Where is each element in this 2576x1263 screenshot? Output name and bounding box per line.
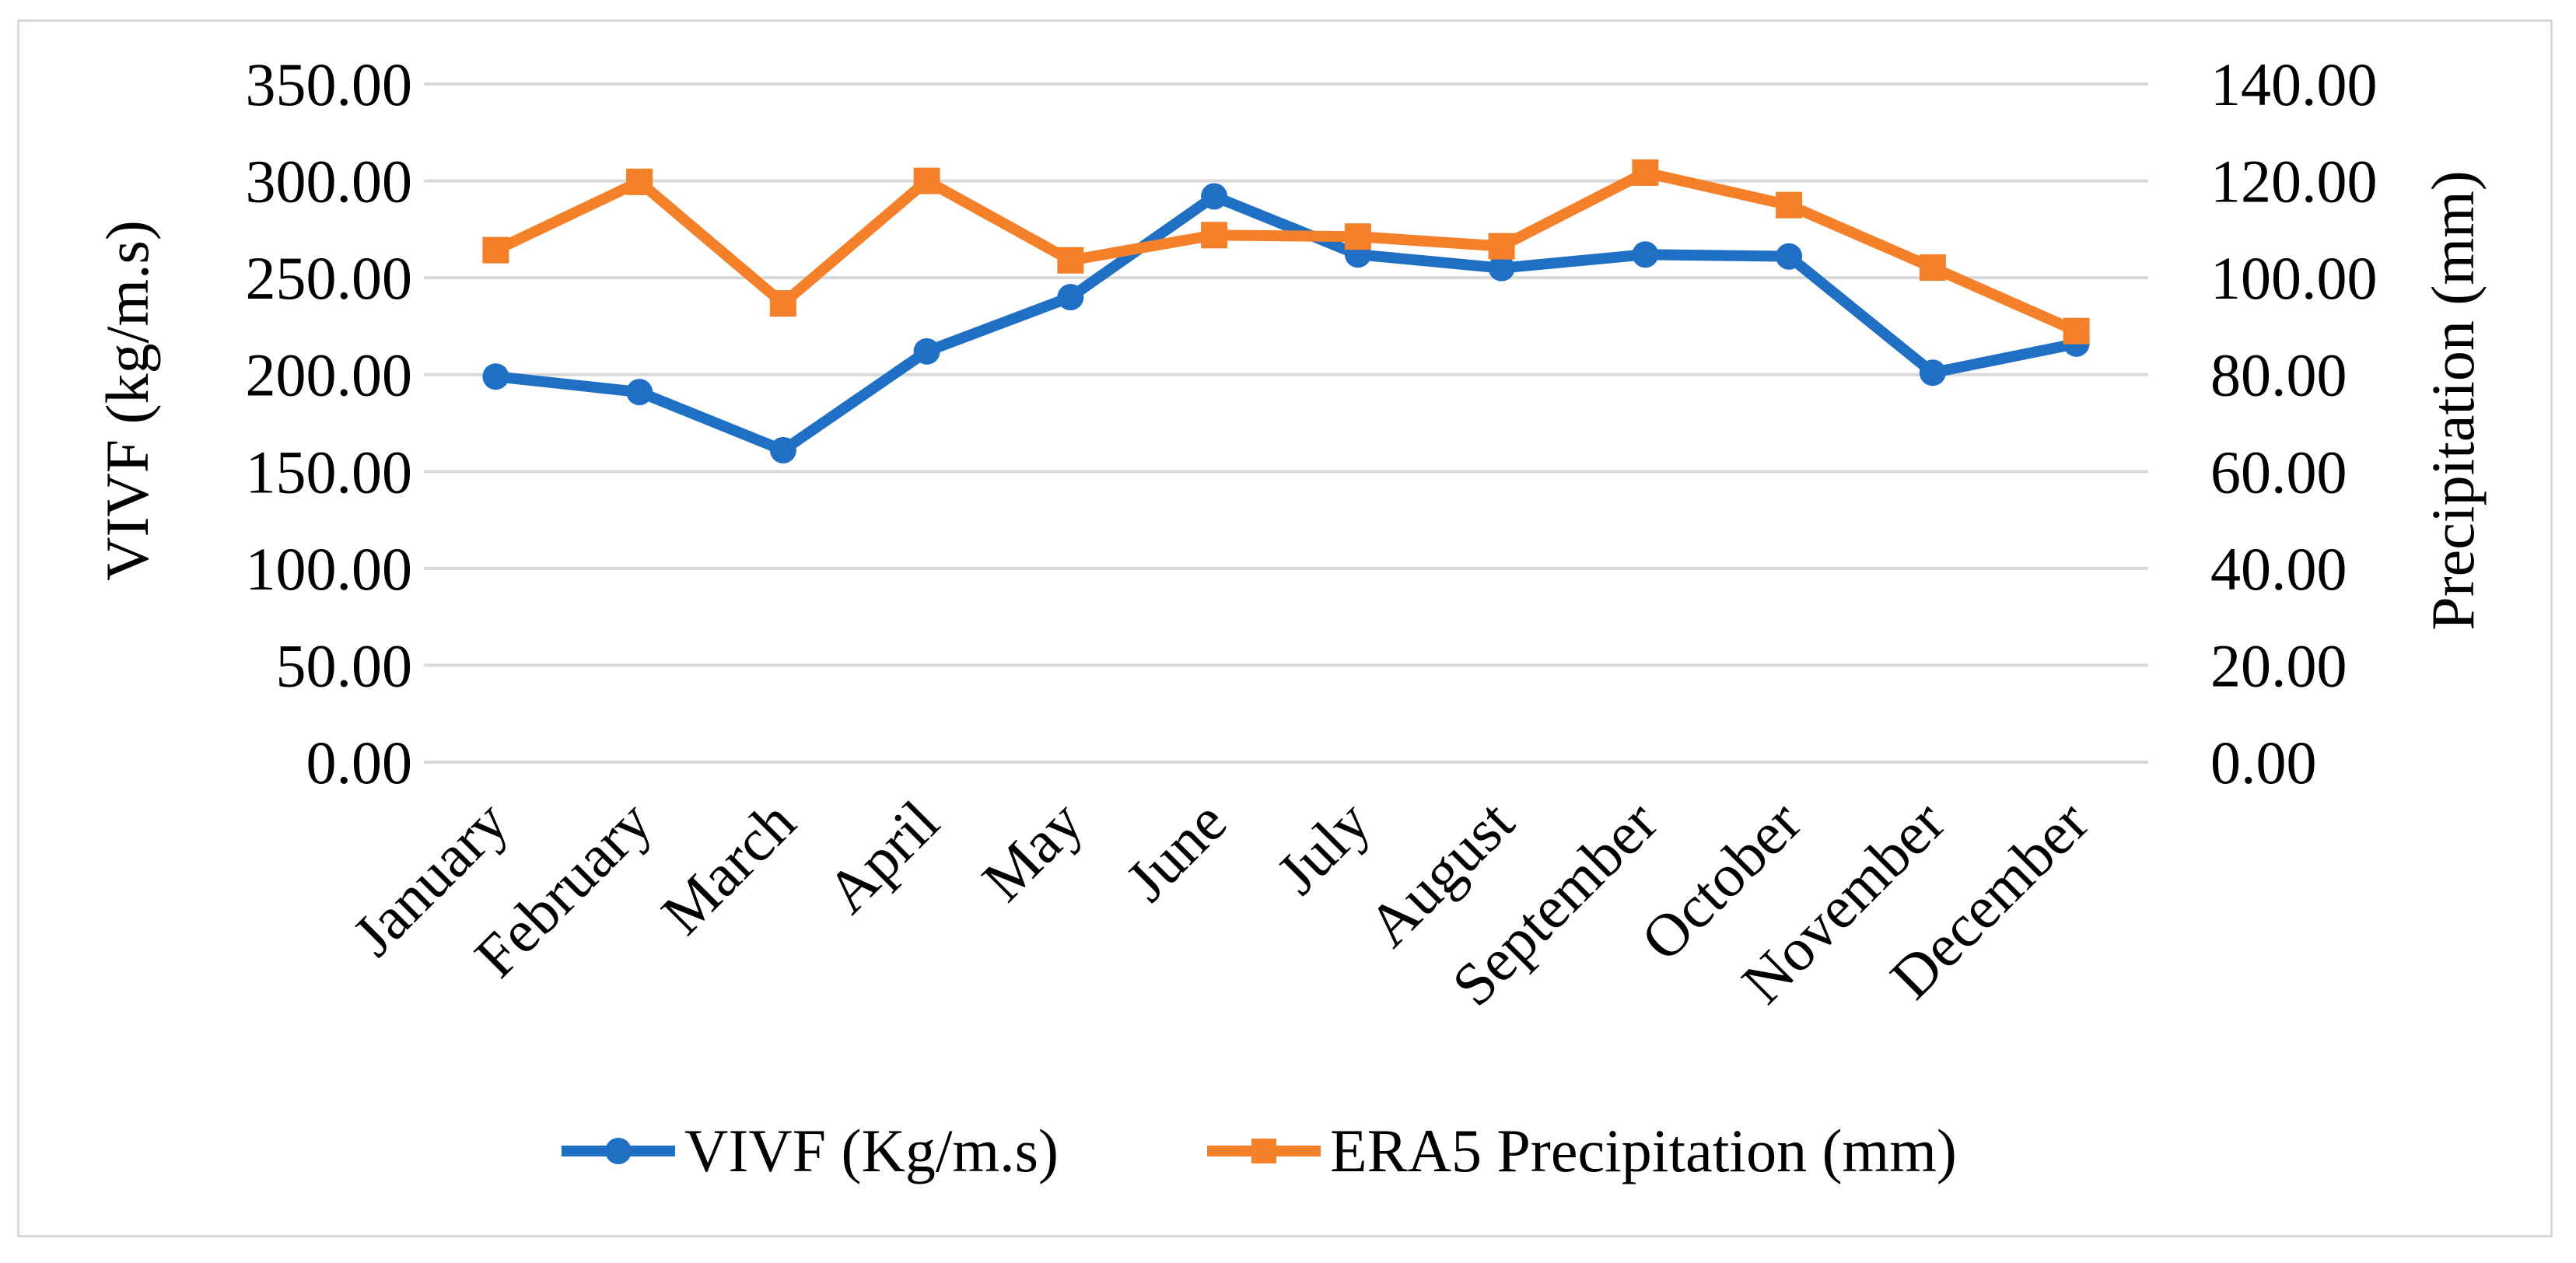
left-tick-label: 50.00 <box>276 632 413 699</box>
series-era5-precipitation <box>482 159 2090 345</box>
data-point <box>626 379 653 406</box>
data-point <box>1201 183 1228 210</box>
data-point <box>769 436 796 464</box>
right-tick-label: 120.00 <box>2210 148 2378 215</box>
gridlines <box>424 82 2148 764</box>
data-point <box>482 363 509 390</box>
left-axis-ticks: 0.00 50.00 100.00 150.00 200.00 250.00 300.00 3… <box>246 51 413 796</box>
left-tick-label: 200.00 <box>246 341 413 409</box>
right-tick-label: 60.00 <box>2210 438 2347 506</box>
data-point <box>2063 317 2090 345</box>
legend-vivf-swatch-marker <box>605 1138 632 1164</box>
data-point <box>1057 284 1084 311</box>
series-layer <box>482 159 2090 464</box>
x-tick-label: July <box>1263 788 1382 907</box>
data-point <box>626 168 653 195</box>
data-point <box>1344 223 1371 250</box>
data-point <box>1776 191 1803 219</box>
legend-vivf-label: VIVF (Kg/m.s) <box>684 1117 1059 1184</box>
data-point <box>1632 241 1659 268</box>
data-point <box>1057 247 1084 274</box>
left-tick-label: 100.00 <box>246 535 413 603</box>
legend-era5-swatch-marker <box>1251 1139 1276 1163</box>
x-tick-label: March <box>648 788 807 947</box>
right-tick-label: 20.00 <box>2210 632 2347 699</box>
x-tick-label: June <box>1113 788 1240 915</box>
right-tick-label: 80.00 <box>2210 341 2347 409</box>
data-point <box>1488 233 1515 260</box>
x-tick-label: April <box>814 788 952 926</box>
left-axis-title: VIVF (kg/m.s) <box>93 220 161 581</box>
left-tick-label: 0.00 <box>306 729 413 796</box>
series-line <box>490 191 2082 456</box>
left-tick-label: 150.00 <box>246 438 413 506</box>
right-tick-label: 0.00 <box>2210 729 2317 796</box>
right-tick-label: 40.00 <box>2210 535 2347 603</box>
series-line <box>490 166 2082 337</box>
data-point <box>1776 243 1803 270</box>
data-point <box>913 338 940 365</box>
x-tick-label: May <box>969 788 1096 915</box>
data-point <box>1919 359 1946 387</box>
legend-era5-label: ERA5 Precipitation (mm) <box>1330 1117 1957 1184</box>
legend: VIVF (Kg/m.s) ERA5 Precipitation (mm) <box>562 1117 1957 1184</box>
data-point <box>769 290 796 317</box>
data-point <box>482 236 509 264</box>
right-axis-ticks: 0.00 20.00 40.00 60.00 80.00 100.00 120.00 140.… <box>2210 51 2378 796</box>
data-point <box>1488 254 1515 282</box>
left-tick-label: 300.00 <box>246 148 413 215</box>
data-point <box>1201 222 1228 249</box>
right-tick-label: 100.00 <box>2210 244 2378 312</box>
right-tick-label: 140.00 <box>2210 51 2378 118</box>
data-point <box>1919 254 1946 282</box>
left-tick-label: 250.00 <box>246 244 413 312</box>
left-tick-label: 350.00 <box>246 51 413 118</box>
data-point <box>913 167 940 194</box>
data-point <box>1632 159 1659 186</box>
right-axis-title: Precipitation (mm) <box>2419 170 2487 630</box>
